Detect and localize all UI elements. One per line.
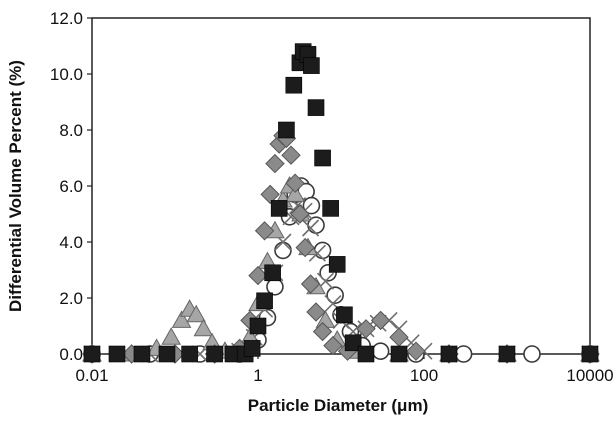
y-tick-label: 12.0	[50, 9, 83, 28]
data-point	[306, 302, 326, 322]
data-point	[285, 173, 305, 193]
data-point	[307, 99, 325, 116]
data-point	[171, 310, 192, 328]
data-point	[371, 342, 390, 361]
y-axis-label: Differential Volume Percent (%)	[6, 60, 25, 312]
y-tick-label: 6.0	[59, 177, 83, 196]
y-tick-label: 2.0	[59, 289, 83, 308]
data-point	[307, 216, 325, 234]
data-point	[370, 310, 391, 331]
data-point	[274, 241, 292, 260]
data-point	[285, 76, 303, 94]
data-point	[243, 340, 261, 357]
data-point	[312, 321, 333, 342]
data-point	[83, 345, 101, 363]
data-point	[302, 196, 321, 215]
data-point	[328, 256, 346, 273]
data-point	[302, 219, 320, 237]
data-point	[133, 345, 151, 363]
data-point	[314, 149, 331, 167]
data-point	[303, 57, 320, 74]
data-points	[82, 43, 600, 364]
y-tick-label: 0.0	[59, 345, 83, 364]
y-tick-label: 8.0	[59, 121, 83, 140]
y-axis: 0.0 2.0 4.0 6.0 8.0 10.0 12.0	[50, 9, 92, 364]
data-point	[108, 345, 126, 363]
data-point	[440, 345, 458, 363]
y-tick-label: 10.0	[50, 65, 83, 84]
data-point	[498, 345, 516, 363]
data-point	[161, 327, 182, 345]
series-square	[83, 43, 599, 363]
data-point	[186, 304, 207, 323]
data-point	[181, 345, 198, 363]
data-point	[248, 265, 268, 286]
data-point	[265, 153, 285, 174]
data-point	[523, 345, 541, 363]
x-tick-label: 0.01	[75, 366, 108, 385]
y-tick-label: 4.0	[59, 233, 83, 252]
data-point	[300, 274, 321, 294]
data-point	[290, 204, 310, 224]
data-point	[249, 317, 267, 335]
data-point	[266, 277, 284, 296]
data-point	[581, 345, 599, 363]
x-axis: 0.01 1 100 10000	[75, 354, 614, 385]
data-point	[254, 221, 275, 241]
data-point	[406, 341, 426, 361]
data-point	[256, 292, 273, 310]
data-point	[336, 306, 353, 324]
data-point	[206, 345, 223, 363]
data-point	[278, 121, 295, 139]
data-point	[322, 200, 339, 217]
data-point	[344, 334, 362, 352]
data-point	[313, 241, 332, 260]
data-point	[295, 237, 315, 258]
x-tick-label: 10000	[566, 366, 613, 385]
data-point	[193, 318, 214, 337]
x-axis-label: Particle Diameter (μm)	[248, 396, 428, 415]
data-point	[270, 200, 288, 217]
data-point	[323, 335, 343, 356]
data-point	[281, 145, 301, 165]
data-point	[264, 264, 281, 282]
data-point	[285, 184, 305, 202]
data-point	[326, 286, 344, 305]
data-point	[390, 345, 408, 363]
data-point	[158, 345, 176, 363]
data-point	[356, 319, 376, 339]
x-tick-label: 1	[253, 366, 262, 385]
plot-area	[91, 17, 591, 355]
data-point	[260, 184, 280, 205]
x-tick-label: 100	[410, 366, 438, 385]
data-point	[357, 345, 375, 363]
